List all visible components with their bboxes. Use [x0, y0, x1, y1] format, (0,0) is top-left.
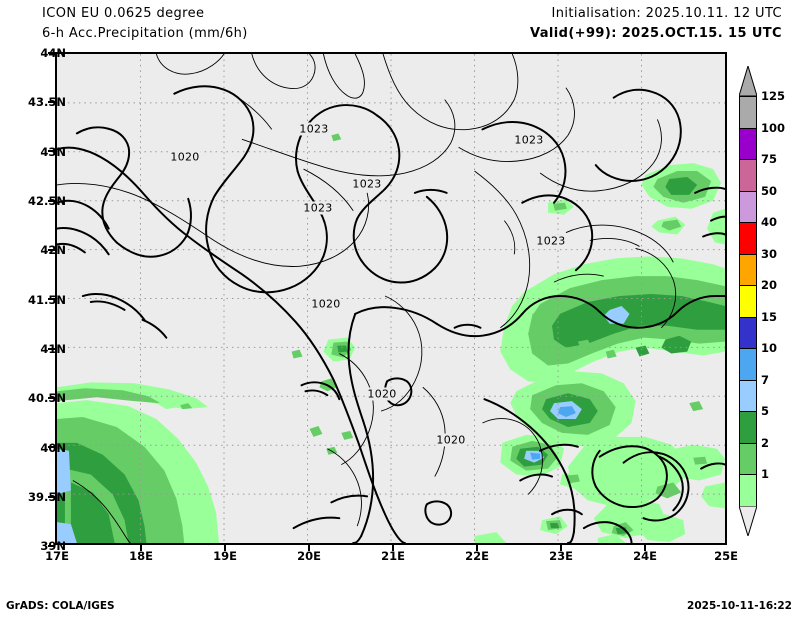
- colorbar-label-30: 30: [761, 246, 778, 261]
- colorbar-band-20: [739, 285, 757, 317]
- isobar-label: 1023: [302, 201, 334, 215]
- colorbar-band-40: [739, 222, 757, 254]
- y-tick-40n: 40N: [40, 441, 66, 455]
- initialisation-time: Initialisation: 2025.10.11. 12 UTC: [551, 6, 782, 21]
- colorbar-label-100: 100: [761, 120, 786, 135]
- map-plot-area: 1023 1020 1023 1023 1023 1023 1020 1020 …: [55, 52, 727, 545]
- colorbar-label-75: 75: [761, 152, 778, 167]
- isobar-label: 1020: [169, 150, 201, 164]
- colorbar-band-15: [739, 316, 757, 349]
- y-tick-40.5n: 40.5N: [28, 391, 66, 405]
- isobar-label: 1023: [513, 133, 545, 147]
- colorbar-label-20: 20: [761, 278, 778, 293]
- x-tick-25e: 25E: [714, 549, 738, 563]
- colorbar-band-75: [739, 159, 757, 191]
- model-title: ICON EU 0.0625 degree: [42, 6, 205, 21]
- x-tick-20e: 20E: [297, 549, 321, 563]
- colorbar-band-125: [739, 96, 757, 128]
- colorbar-band-2: [739, 442, 757, 475]
- colorbar-bottom-arrow: [739, 506, 757, 536]
- colorbar-label-7: 7: [761, 372, 770, 387]
- y-tick-42.5n: 42.5N: [28, 194, 66, 208]
- x-tick-23e: 23E: [549, 549, 573, 563]
- isobar-label: 1023: [298, 122, 330, 136]
- grads-credit: GrADS: COLA/IGES: [6, 600, 115, 612]
- x-tick-18e: 18E: [129, 549, 153, 563]
- colorbar-band-50: [739, 190, 757, 223]
- colorbar-band-7: [739, 379, 757, 412]
- isobar-label: 1023: [351, 177, 383, 191]
- colorbar-band-10: [739, 348, 757, 380]
- isobar-label: 1020: [435, 433, 467, 447]
- precipitation-colorbar: 1 2 5 7 10 15 20 30 40 50 75 100 125: [739, 66, 785, 536]
- y-tick-39.5n: 39.5N: [28, 490, 66, 504]
- isobar-label: 1023: [535, 234, 567, 248]
- colorbar-label-15: 15: [761, 309, 778, 324]
- isobar-contours: [57, 54, 677, 543]
- colorbar-band-1: [739, 474, 757, 506]
- colorbar-band-5: [739, 411, 757, 443]
- isobar-label: 1020: [310, 297, 342, 311]
- colorbar-label-1: 1: [761, 467, 770, 482]
- colorbar-band-100: [739, 127, 757, 160]
- colorbar-label-125: 125: [761, 89, 786, 103]
- map-canvas: [57, 54, 725, 543]
- render-timestamp: 2025-10-11-16:22: [687, 600, 792, 612]
- colorbar-label-2: 2: [761, 435, 770, 450]
- colorbar-label-5: 5: [761, 404, 770, 419]
- y-tick-43.5n: 43.5N: [28, 95, 66, 109]
- colorbar-label-50: 50: [761, 183, 778, 198]
- colorbar-label-10: 10: [761, 341, 778, 356]
- coastline-and-borders: [57, 85, 725, 543]
- field-title: 6-h Acc.Precipitation (mm/6h): [42, 26, 248, 41]
- x-tick-17e: 17E: [45, 549, 69, 563]
- x-tick-21e: 21E: [381, 549, 405, 563]
- colorbar-label-40: 40: [761, 215, 778, 230]
- colorbar-band-30: [739, 253, 757, 286]
- y-tick-43n: 43N: [40, 145, 66, 159]
- x-tick-22e: 22E: [465, 549, 489, 563]
- x-tick-24e: 24E: [633, 549, 657, 563]
- isobar-label: 1020: [366, 387, 398, 401]
- valid-time: Valid(+99): 2025.OCT.15. 15 UTC: [529, 26, 782, 41]
- y-tick-41.5n: 41.5N: [28, 293, 66, 307]
- colorbar-top-arrow: [739, 66, 757, 96]
- x-tick-19e: 19E: [213, 549, 237, 563]
- precipitation-shading: [57, 133, 725, 543]
